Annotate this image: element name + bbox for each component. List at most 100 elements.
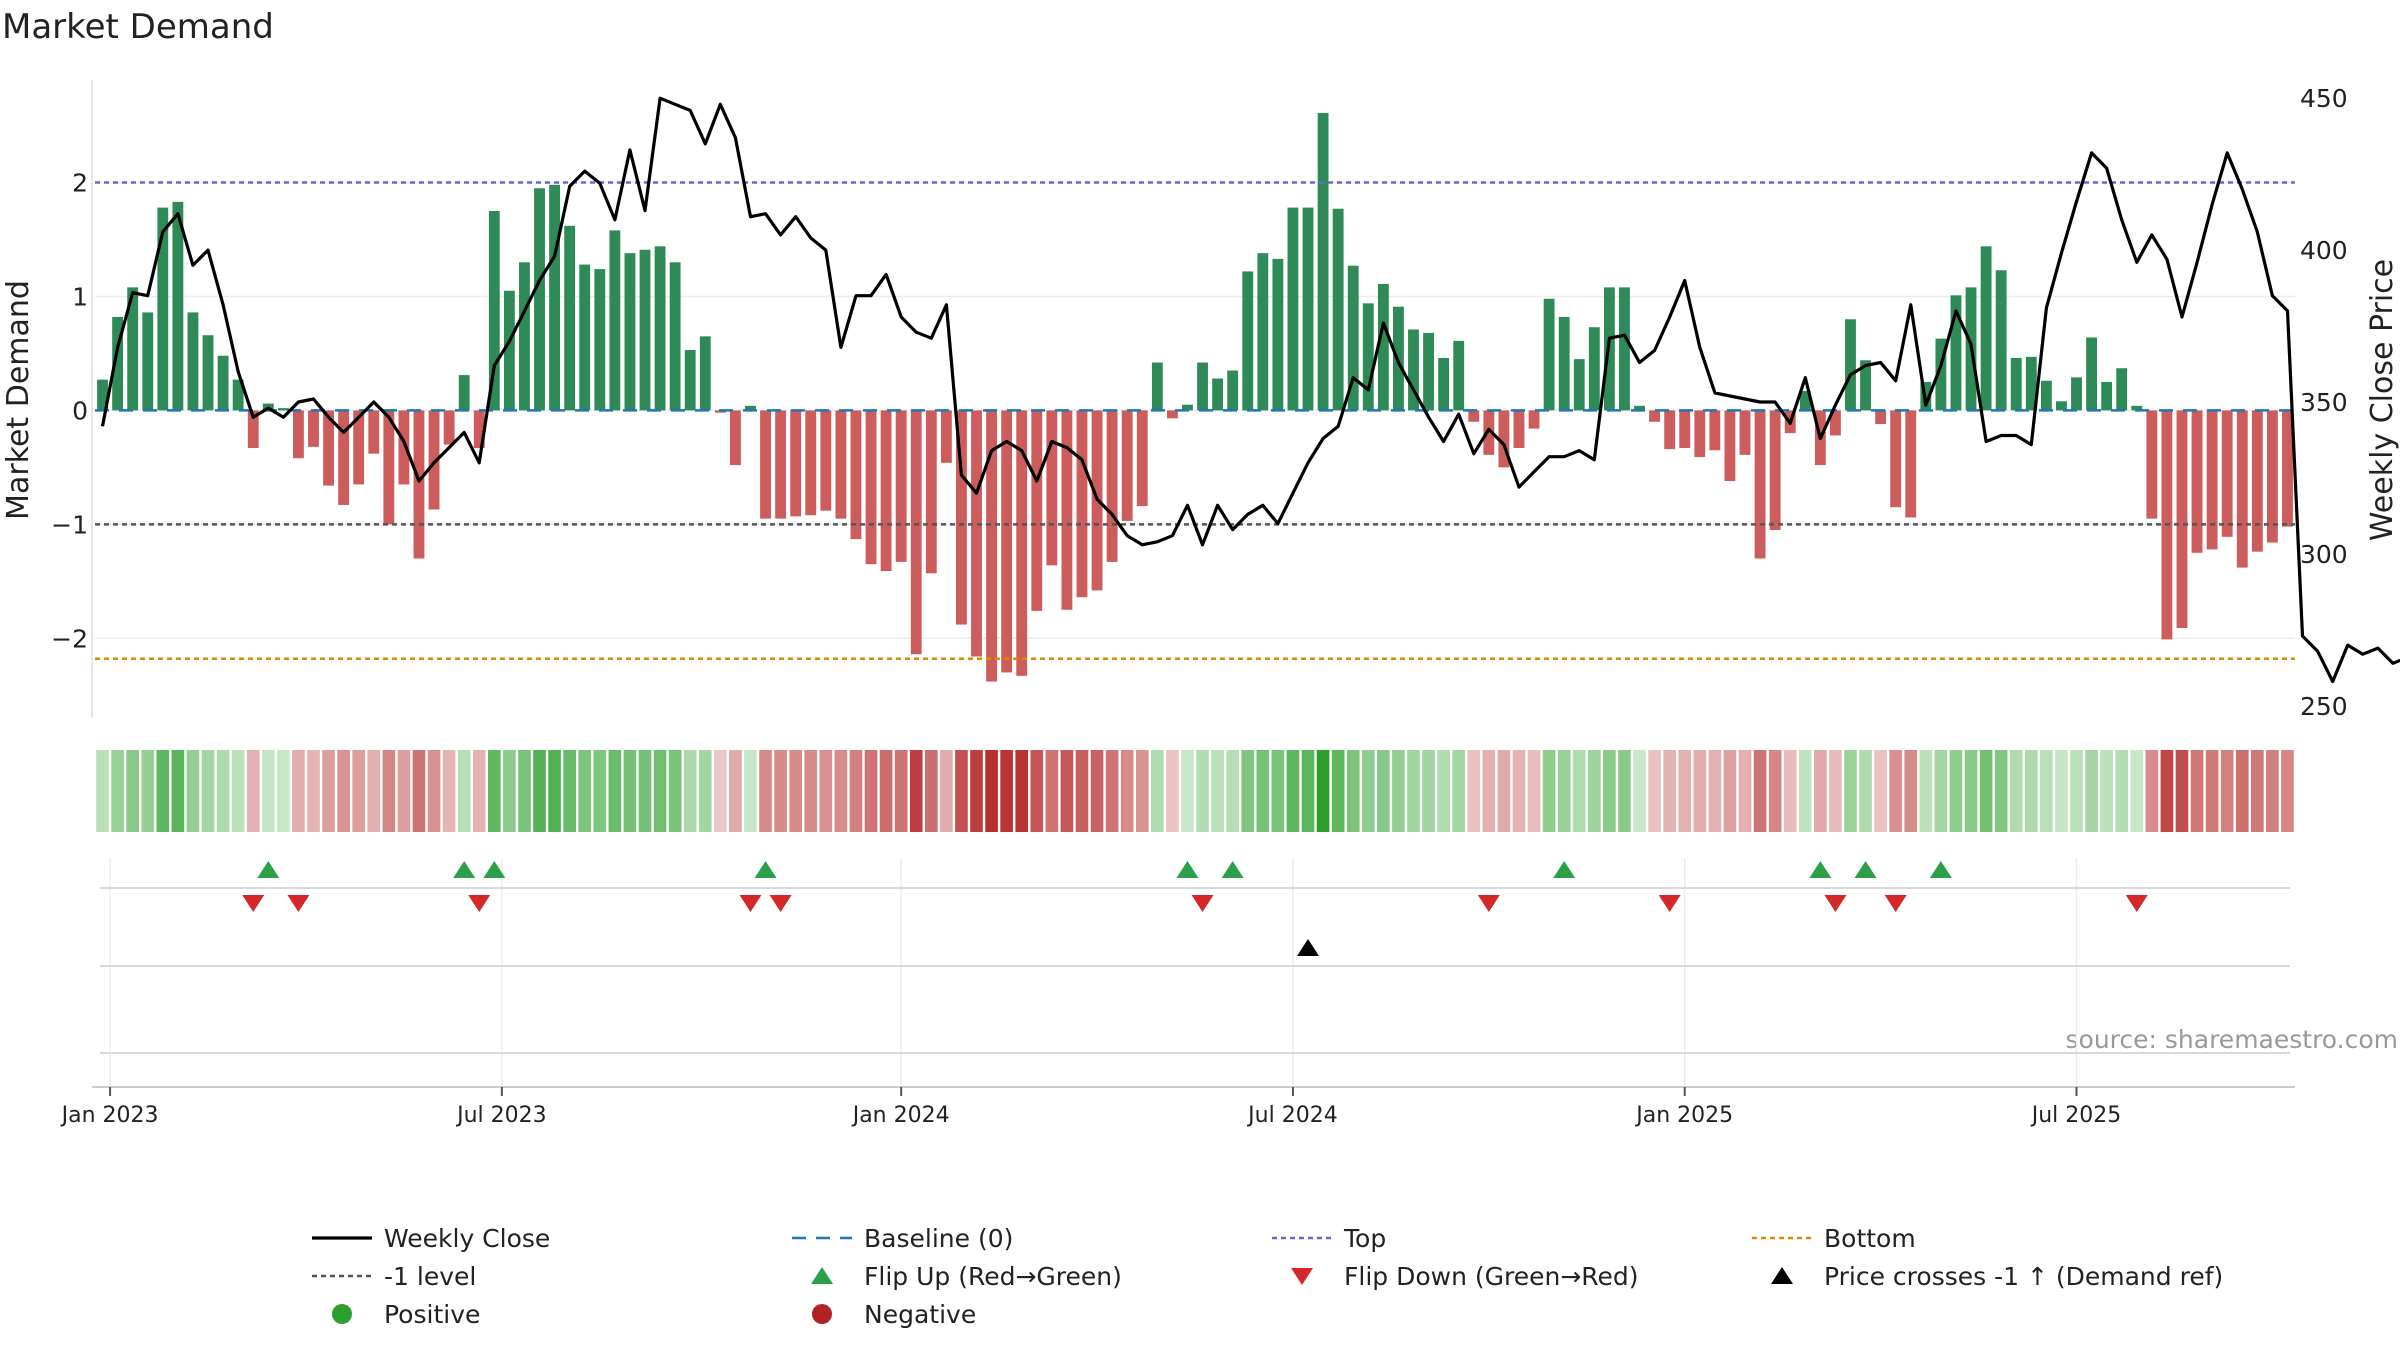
heat-strip-cell — [503, 750, 516, 832]
heat-strip-cell — [2266, 750, 2279, 832]
flip-down-marker — [2125, 895, 2148, 912]
flip-down-marker — [769, 895, 792, 912]
heat-strip-cell — [1587, 750, 1601, 832]
heat-strip-cell — [1663, 750, 1676, 832]
positive-demand-bar — [232, 379, 244, 411]
y-left-tick-label: 0 — [72, 396, 88, 425]
heat-strip-cell — [548, 750, 561, 832]
flip-down-marker — [739, 895, 762, 912]
heat-strip-cell — [216, 750, 230, 832]
negative-demand-bar — [1890, 410, 1902, 508]
positive-demand-bar — [1227, 370, 1239, 411]
positive-demand-bar — [1302, 207, 1314, 411]
heat-strip-cell — [1211, 750, 1224, 832]
positive-demand-bar — [2101, 381, 2113, 411]
heat-strip-cell — [1151, 750, 1164, 832]
heat-strip-cell — [1090, 750, 1104, 832]
negative-demand-bar — [1724, 410, 1736, 482]
positive-demand-bar — [2131, 405, 2143, 411]
heat-strip-cell — [714, 750, 727, 832]
positive-demand-bar — [1287, 207, 1299, 411]
positive-demand-bar — [2116, 368, 2128, 411]
positive-demand-bar — [277, 408, 289, 411]
positive-demand-bar — [1558, 316, 1570, 411]
flip-up-marker — [1176, 861, 1199, 878]
negative-demand-bar — [971, 410, 982, 657]
heat-strip-cell — [171, 750, 185, 832]
heat-strip-cell — [955, 750, 968, 832]
heat-strip-cell — [849, 750, 863, 832]
positive-demand-bar — [654, 246, 666, 411]
flip-down-marker — [1824, 895, 1847, 912]
positive-demand-bar — [187, 312, 199, 411]
negative-demand-bar — [895, 410, 907, 562]
negative-demand-bar — [820, 410, 832, 511]
positive-demand-bar — [217, 355, 229, 411]
legend-cross-swatch — [1771, 1267, 1793, 1284]
chart-title: Market Demand — [2, 7, 274, 47]
y-right-tick-label: 350 — [2300, 388, 2348, 417]
heat-strip-cell — [1286, 750, 1300, 832]
positive-demand-bar — [2025, 356, 2037, 411]
positive-demand-bar — [519, 262, 530, 411]
heat-strip-cell — [1166, 750, 1179, 832]
heat-strip-cell — [683, 750, 697, 832]
legend-label: Flip Down (Green→Red) — [1344, 1262, 1639, 1291]
heat-strip-cell — [1316, 750, 1330, 832]
heat-strip-cell — [1994, 750, 2008, 832]
heat-strip-cell — [1361, 750, 1375, 832]
heat-strip-cell — [894, 750, 908, 832]
negative-demand-bar — [1739, 410, 1751, 455]
heat-strip-cell — [1271, 750, 1285, 832]
legend-label: Positive — [384, 1300, 480, 1329]
positive-demand-bar — [1845, 319, 1856, 411]
legend-label: Negative — [864, 1300, 976, 1329]
negative-demand-bar — [383, 410, 395, 525]
positive-demand-bar — [1182, 404, 1193, 411]
negative-demand-bar — [729, 410, 741, 466]
heat-strip-cell — [1241, 750, 1255, 832]
heat-strip-cell — [940, 750, 953, 832]
positive-demand-bar — [669, 262, 681, 411]
flip-up-marker — [1809, 861, 1832, 878]
flip-up-marker — [754, 861, 777, 878]
heat-strip-cell — [1256, 750, 1270, 832]
price-line-layer — [100, 96, 2400, 684]
heat-strip-cell — [1723, 750, 1737, 832]
negative-demand-bar — [2176, 410, 2188, 628]
y-right-tick-label: 300 — [2300, 540, 2348, 569]
heat-strip-cell — [563, 750, 576, 832]
heat-strip-cell — [909, 750, 923, 832]
heat-strip-cell — [518, 750, 531, 832]
positive-demand-bar — [534, 188, 545, 411]
heat-strip-cell — [96, 750, 109, 832]
negative-demand-bar — [1046, 410, 1058, 566]
positive-demand-bar — [549, 184, 561, 411]
heat-strip-cell — [2070, 750, 2083, 832]
heat-strip-cell — [1135, 750, 1149, 832]
heat-strip-cell — [924, 750, 938, 832]
negative-demand-bar — [1769, 410, 1781, 531]
negative-demand-bar — [1498, 410, 1510, 468]
legend-negative-swatch — [812, 1304, 832, 1324]
positive-demand-bar — [1317, 113, 1329, 411]
positive-demand-bar — [2071, 377, 2082, 411]
negative-demand-bar — [1031, 410, 1043, 611]
positive-demand-bar — [609, 230, 621, 411]
positive-demand-bar — [157, 207, 169, 411]
negative-demand-bar — [1121, 410, 1133, 521]
negative-demand-bar — [1001, 410, 1013, 673]
negative-demand-bar — [1754, 410, 1766, 559]
heat-strip-cell — [578, 750, 592, 832]
flip-down-marker — [468, 895, 491, 912]
heat-strip-cell — [864, 750, 878, 832]
negative-demand-bar — [986, 410, 997, 682]
heat-strip-cell — [1949, 750, 1963, 832]
heat-strip-cell — [1075, 750, 1089, 832]
cross-markers-panel — [100, 939, 2290, 967]
positive-demand-bar — [1588, 327, 1600, 411]
heat-strip-cell — [985, 750, 998, 832]
positive-demand-bar — [1197, 362, 1208, 411]
negative-demand-bar — [308, 410, 319, 447]
x-tick-label: Jan 2024 — [851, 1103, 950, 1128]
